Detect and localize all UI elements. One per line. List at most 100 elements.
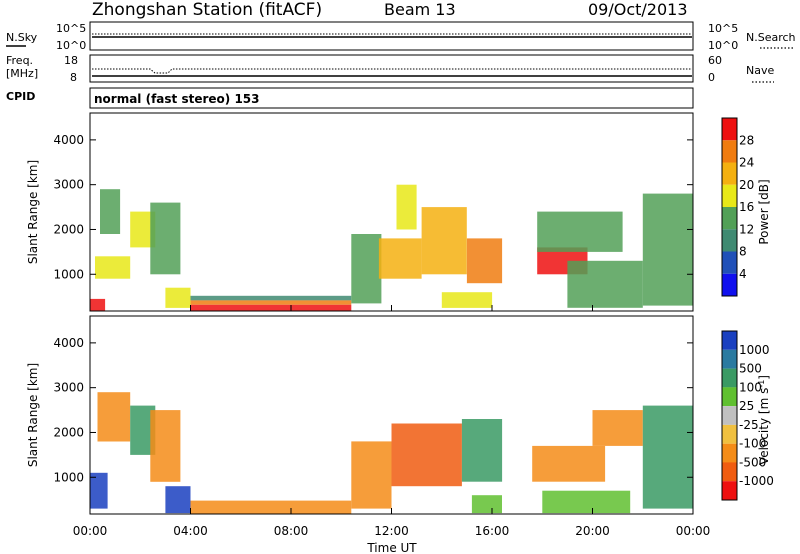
velocity-region-0: [90, 472, 108, 509]
power-colorbar-swatch-0: [722, 118, 737, 141]
velocity-colorbar-swatch-2: [722, 368, 737, 388]
velocity-y-tick-label-0: 1000: [53, 470, 84, 484]
velocity-region-13: [642, 405, 694, 509]
nsearch-tick-bottom: 10^0: [708, 39, 738, 52]
date-label: 09/Oct/2013: [588, 0, 688, 19]
velocity-colorbar-tick-3: 25: [739, 399, 754, 413]
power-region-9: [351, 234, 382, 304]
power-region-4: [150, 202, 181, 275]
power-y-ticks: 1000 2000 3000 4000: [53, 133, 693, 281]
power-colorbar-swatch-7: [722, 273, 737, 297]
velocity-colorbar-tick-5: -100: [739, 437, 766, 451]
velocity-y-ticks: 1000 2000 3000 4000: [53, 336, 693, 484]
velocity-y-tick-label-2: 3000: [53, 381, 84, 395]
x-tick-label-2: 08:00: [274, 524, 309, 538]
power-region-18: [642, 193, 694, 306]
velocity-colorbar-tick-1: 500: [739, 362, 762, 376]
velocity-colorbar-swatch-4: [722, 406, 737, 425]
velocity-colorbar-tick-4: -25: [739, 418, 759, 432]
station-title: Zhongshan Station (fitACF): [92, 0, 322, 20]
velocity-colorbar-tick-6: -500: [739, 455, 766, 469]
velocity-y-axis-label: Slant Range [km]: [26, 363, 40, 467]
velocity-region-8: [461, 419, 503, 482]
power-heatmap-data: [90, 184, 694, 311]
velocity-colorbar: 1000 500 100 25 -25 -100 -500 -1000: [721, 330, 774, 501]
velocity-colorbar-frame: [721, 330, 738, 501]
power-region-7: [190, 300, 352, 305]
power-region-12: [421, 207, 467, 275]
cpid-label: CPID: [6, 90, 35, 103]
cpid-value: normal (fast stereo) 153: [94, 92, 260, 106]
power-region-17: [567, 260, 643, 308]
velocity-region-7: [391, 423, 462, 487]
power-region-6: [190, 304, 352, 311]
velocity-region-3: [150, 410, 181, 482]
nave-label: Nave: [746, 64, 774, 77]
freq-label: Freq.: [6, 54, 33, 67]
velocity-region-12: [592, 410, 643, 446]
velocity-colorbar-label-sup: -1: [757, 380, 766, 388]
velocity-region-1: [97, 392, 131, 442]
velocity-colorbar-label-end: ]: [757, 375, 771, 380]
nave-tick-bottom: 0: [708, 71, 715, 84]
power-y-tick-label-1: 2000: [53, 222, 84, 236]
power-y-tick-label-3: 4000: [53, 133, 84, 147]
velocity-y-tick-label-3: 4000: [53, 336, 84, 350]
velocity-region-4: [165, 486, 191, 514]
velocity-region-6: [351, 441, 392, 509]
power-y-axis-label: Slant Range [km]: [26, 160, 40, 264]
nave-trace: [92, 68, 692, 74]
nsky-panel-frame: [89, 21, 694, 51]
power-colorbar-swatch-4: [722, 207, 737, 230]
power-colorbar-tick-4: 20: [739, 178, 754, 192]
freq-tick-bottom: 8: [70, 71, 77, 84]
nsky-label: N.Sky: [6, 31, 38, 44]
velocity-colorbar-tick-0: 1000: [739, 343, 770, 357]
velocity-region-10: [532, 445, 606, 482]
power-colorbar-label: Power [dB]: [757, 179, 771, 244]
velocity-region-9: [471, 495, 502, 514]
power-region-16: [537, 211, 623, 252]
velocity-colorbar-swatch-1: [722, 349, 737, 369]
power-colorbar-tick-5: 24: [739, 156, 754, 170]
power-colorbar-tick-0: 4: [739, 267, 747, 281]
nsearch-label: N.Search: [746, 31, 796, 44]
cpid-panel-frame: [89, 87, 694, 109]
nsearch-tick-top: 10^5: [708, 22, 738, 35]
power-colorbar-tick-6: 28: [739, 133, 754, 147]
power-region-8: [190, 295, 352, 301]
velocity-y-tick-label-1: 2000: [53, 425, 84, 439]
power-region-2: [100, 189, 121, 234]
power-y-tick-label-2: 3000: [53, 178, 84, 192]
power-y-tick-label-0: 1000: [53, 267, 84, 281]
velocity-colorbar-swatch-5: [722, 424, 737, 444]
velocity-region-11: [542, 490, 631, 514]
power-colorbar-tick-2: 12: [739, 222, 754, 236]
velocity-colorbar-swatch-7: [722, 462, 737, 482]
power-colorbar-frame: [721, 117, 738, 297]
x-tick-label-3: 12:00: [374, 524, 409, 538]
x-tick-label-0: 00:00: [73, 524, 108, 538]
power-region-14: [441, 292, 493, 308]
x-axis-label: Time UT: [366, 541, 417, 554]
nave-tick-top: 60: [708, 54, 722, 67]
velocity-region-5: [190, 500, 352, 514]
x-tick-label-1: 04:00: [173, 524, 208, 538]
velocity-colorbar-label-main: Velocity [m s: [757, 388, 771, 465]
power-region-13: [466, 238, 503, 284]
power-colorbar-tick-1: 8: [739, 245, 747, 259]
velocity-colorbar-swatch-0: [722, 331, 737, 350]
power-colorbar-swatch-2: [722, 162, 737, 185]
velocity-colorbar-swatch-6: [722, 443, 737, 463]
power-colorbar: 4 8 12 16 20 24 28: [721, 117, 754, 297]
power-region-0: [90, 298, 106, 311]
velocity-colorbar-tick-2: 100: [739, 380, 762, 394]
power-colorbar-swatch-3: [722, 184, 737, 208]
power-region-10: [378, 238, 422, 279]
nsky-tick-top: 10^5: [56, 22, 86, 35]
velocity-colorbar-tick-7: -1000: [739, 474, 774, 488]
beam-label: Beam 13: [384, 0, 456, 19]
x-tick-label-5: 20:00: [575, 524, 610, 538]
freq-unit-label: [MHz]: [6, 67, 38, 80]
